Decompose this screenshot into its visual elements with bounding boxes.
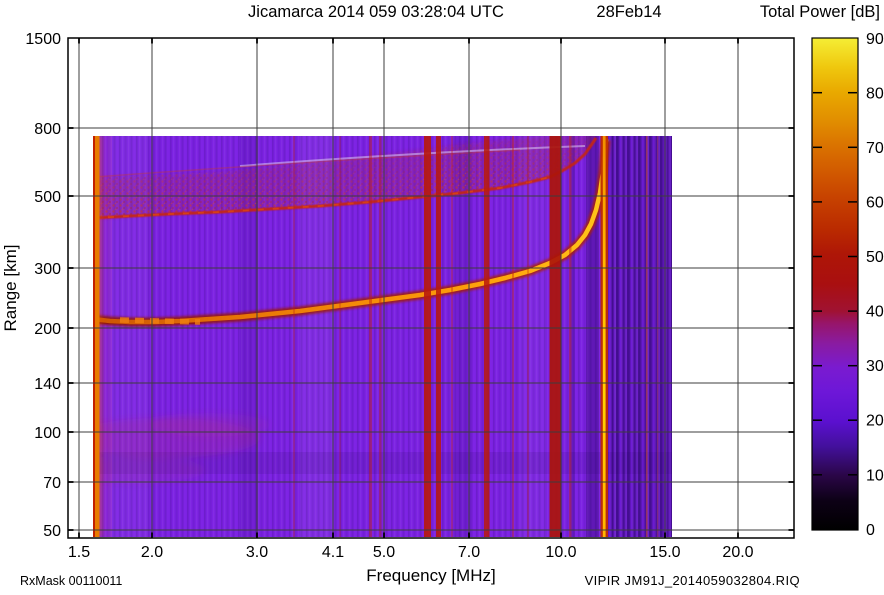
y-tick-label: 100 <box>34 425 61 442</box>
ionogram-heatmap <box>93 136 672 537</box>
y-tick-label: 50 <box>43 523 61 540</box>
y-tick-labels: 1500 800 500 300 200 140 100 70 50 <box>25 31 61 540</box>
x-tick-label: 3.0 <box>246 544 268 561</box>
e-region-patches <box>93 413 270 484</box>
colorbar-ticks <box>813 91 857 476</box>
grid-lines <box>68 38 794 538</box>
x-tick-label: 10.0 <box>545 544 576 561</box>
y-tick-label: 140 <box>34 376 61 393</box>
second-echo-trace <box>93 137 598 220</box>
cb-tick-label: 60 <box>866 195 884 212</box>
colorbar-title: Total Power [dB] <box>760 3 880 21</box>
y-tick-label: 200 <box>34 321 61 338</box>
x-tick-label: 1.5 <box>68 544 90 561</box>
cb-tick-label: 70 <box>866 140 884 157</box>
cb-tick-label: 30 <box>866 358 884 375</box>
echo-trace <box>93 137 611 329</box>
file-label: VIPIR JM91J_2014059032804.RIQ <box>585 573 800 588</box>
colorbar-gradient <box>811 37 859 531</box>
y-axis-label: Range [km] <box>1 245 20 332</box>
axis-ticks <box>68 38 794 538</box>
post-critical-band <box>570 136 672 537</box>
y-tick-label: 800 <box>34 121 61 138</box>
x-tick-label: 2.0 <box>141 544 163 561</box>
cb-tick-label: 20 <box>866 413 884 430</box>
colorbar-tick-labels: 90 80 70 60 50 40 30 20 10 0 <box>866 31 884 539</box>
chart-title: Jicamarca 2014 059 03:28:04 UTC <box>248 3 504 21</box>
y-tick-label: 300 <box>34 261 61 278</box>
interference-stripes <box>293 136 572 537</box>
x-tick-label: 4.1 <box>322 544 344 561</box>
y-tick-label: 70 <box>43 475 61 492</box>
cb-tick-label: 10 <box>866 468 884 485</box>
faint-upper-arcs <box>94 145 586 178</box>
asymptote-line <box>600 136 608 537</box>
rxmask-label: RxMask 00110011 <box>20 574 122 588</box>
cb-tick-label: 0 <box>866 522 875 539</box>
x-tick-label: 5.0 <box>373 544 395 561</box>
x-tick-label: 20.0 <box>722 544 753 561</box>
date-label: 28Feb14 <box>596 3 661 21</box>
plot-frame <box>67 37 795 539</box>
y-tick-label: 1500 <box>25 31 61 48</box>
x-tick-label: 7.0 <box>458 544 480 561</box>
cb-tick-label: 80 <box>866 86 884 103</box>
x-axis-label: Frequency [MHz] <box>366 566 495 585</box>
y-tick-label: 500 <box>34 189 61 206</box>
colorbar: 90 80 70 60 50 40 30 20 10 0 <box>811 31 884 539</box>
cb-tick-label: 50 <box>866 249 884 266</box>
x-tick-labels: 1.5 2.0 3.0 4.1 5.0 7.0 10.0 15.0 20.0 <box>68 544 754 561</box>
cb-tick-label: 40 <box>866 304 884 321</box>
cb-tick-label: 90 <box>866 31 884 48</box>
x-tick-label: 15.0 <box>649 544 680 561</box>
left-bright-column <box>93 136 102 537</box>
